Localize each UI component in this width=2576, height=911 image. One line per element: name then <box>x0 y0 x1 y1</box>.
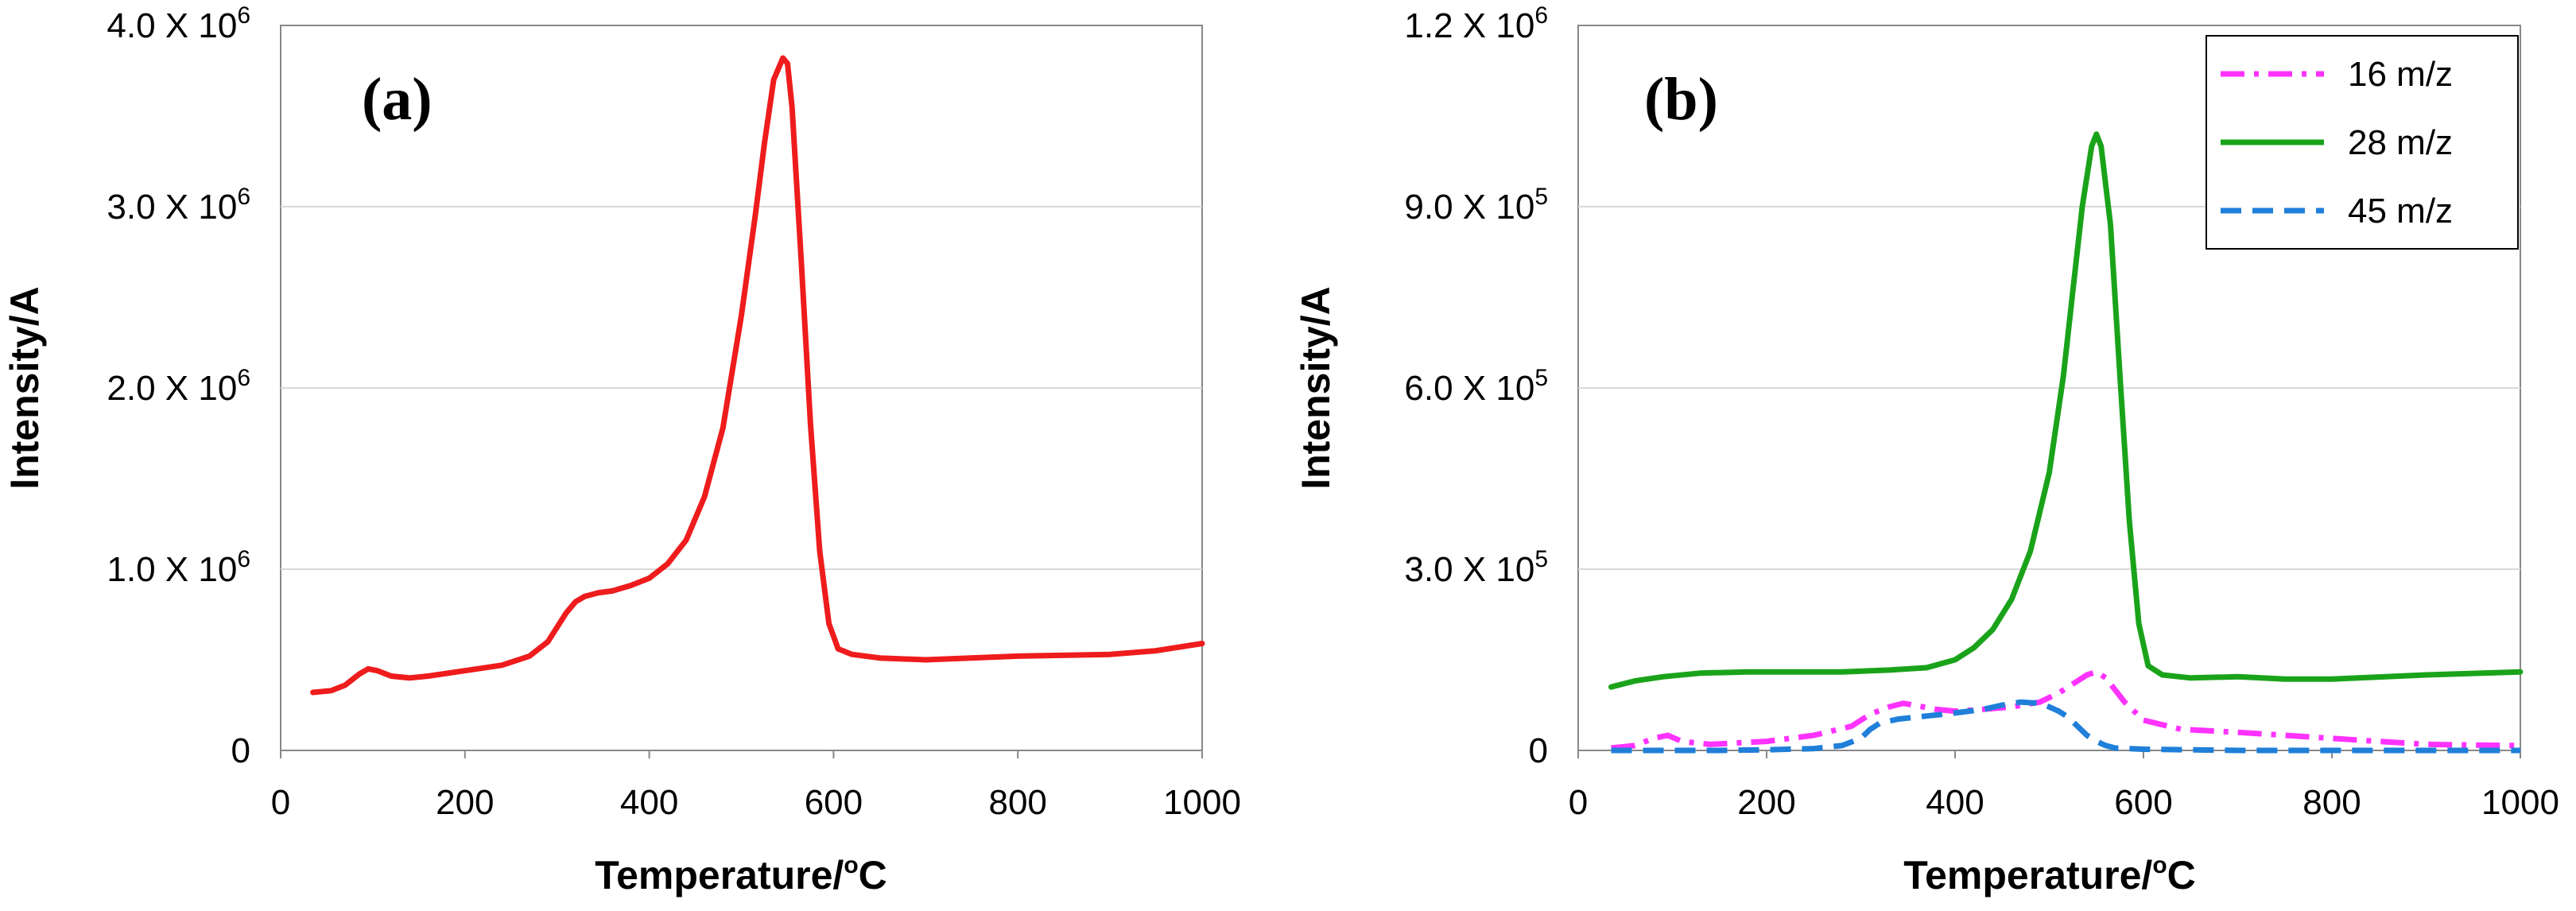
x-axis-label-a: Temperature/oC <box>595 852 887 897</box>
y-tick-labels-b: 0 3.0 X 105 6.0 X 105 9.0 X 105 1.2 X 106 <box>1404 2 1548 770</box>
series-line-45-m-z <box>1611 699 2520 754</box>
panel-label-a: (a) <box>362 66 433 133</box>
x-tick-label: 600 <box>2114 783 2172 822</box>
y-tick-label: 4.0 X 106 <box>107 2 250 45</box>
x-tick-label: 400 <box>620 783 678 822</box>
series-line-signal <box>310 55 1205 696</box>
legend-label: 16 m/z <box>2348 55 2453 94</box>
legend: 16 m/z 28 m/z 45 m/z <box>2206 35 2519 250</box>
y-tick-label: 0 <box>231 731 250 770</box>
y-tick-label: 9.0 X 105 <box>1404 184 1548 227</box>
legend-label: 28 m/z <box>2348 123 2453 162</box>
series-line-16-m-z <box>1611 669 2521 751</box>
x-tick-label: 0 <box>1569 783 1588 822</box>
x-tick-label: 200 <box>1737 783 1795 822</box>
x-tick-label: 800 <box>2302 783 2361 822</box>
series-group-b <box>1608 131 2524 754</box>
legend-label: 45 m/z <box>2348 192 2453 231</box>
panel-label-b: (b) <box>1644 66 1718 133</box>
y-tick-label: 3.0 X 105 <box>1404 546 1548 589</box>
y-tick-label: 0 <box>1529 731 1548 770</box>
x-tick-label: 800 <box>988 783 1046 822</box>
y-tick-label: 3.0 X 106 <box>107 184 250 227</box>
x-axis-label-b: Temperature/oC <box>1903 852 2196 897</box>
series-group-a <box>310 55 1205 696</box>
y-tick-label: 1.0 X 106 <box>107 546 250 589</box>
gridlines-a <box>281 206 1202 570</box>
y-axis-label-b: Intensity/A <box>1294 286 1338 490</box>
x-tick-labels-b: 0 200 400 600 800 1000 <box>1569 750 2559 822</box>
gridlines-b <box>1578 206 2520 570</box>
x-tick-label: 200 <box>436 783 494 822</box>
x-tick-label: 1000 <box>2481 783 2559 822</box>
x-tick-label: 1000 <box>1163 783 1241 822</box>
y-tick-label: 1.2 X 106 <box>1404 2 1548 45</box>
y-tick-label: 6.0 X 105 <box>1404 365 1548 408</box>
series-line-28-m-z <box>1608 131 2524 690</box>
panel-b: 0 200 400 600 800 1000 0 3.0 X 105 6.0 X 105 9.0… <box>1294 2 2559 897</box>
x-tick-label: 600 <box>805 783 863 822</box>
y-tick-label: 2.0 X 106 <box>107 365 250 408</box>
panel-a: 0 200 400 600 800 1000 0 1.0 X 106 2.0 X 106 3.0… <box>2 2 1241 897</box>
x-tick-label: 400 <box>1926 783 1984 822</box>
y-tick-labels-a: 0 1.0 X 106 2.0 X 106 3.0 X 106 4.0 X 106 <box>107 2 250 770</box>
y-axis-label-a: Intensity/A <box>2 286 47 490</box>
x-tick-label: 0 <box>271 783 290 822</box>
x-tick-labels-a: 0 200 400 600 800 1000 <box>271 750 1241 822</box>
